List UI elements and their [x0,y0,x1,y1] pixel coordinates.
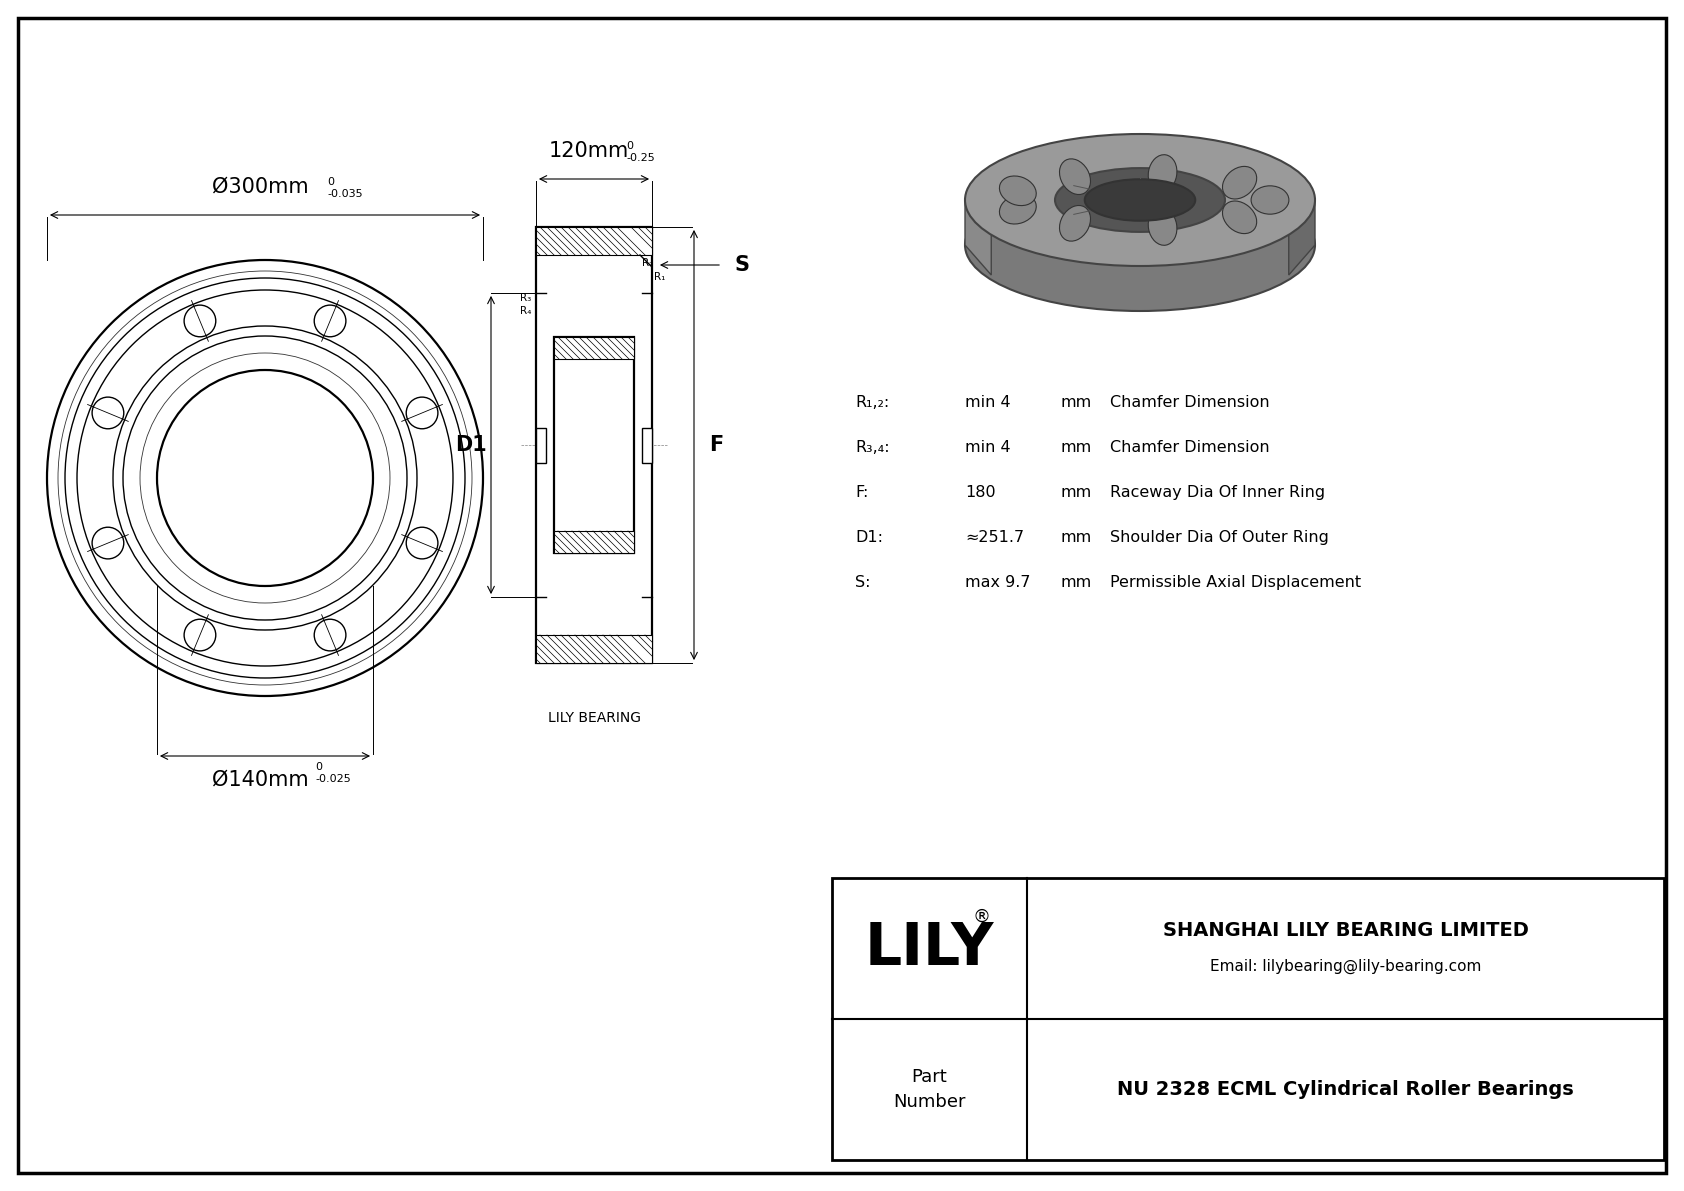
Text: F:: F: [855,485,869,500]
Text: Raceway Dia Of Inner Ring: Raceway Dia Of Inner Ring [1110,485,1325,500]
Bar [832,878,1664,1160]
Text: mm: mm [1059,575,1091,590]
Text: 0: 0 [626,141,633,151]
Text: Ø300mm: Ø300mm [212,177,308,197]
Ellipse shape [1223,167,1256,199]
Ellipse shape [1059,158,1091,194]
Text: F: F [709,435,722,455]
Text: -0.025: -0.025 [315,774,350,784]
Text: R₂: R₂ [642,258,653,268]
Ellipse shape [315,619,345,651]
Text: min 4: min 4 [965,395,1010,410]
Text: Chamfer Dimension: Chamfer Dimension [1110,439,1270,455]
Text: mm: mm [1059,395,1091,410]
Text: R₁,₂:: R₁,₂: [855,395,889,410]
Ellipse shape [965,179,1315,311]
Text: min 4: min 4 [965,439,1010,455]
Bar [554,337,633,358]
Ellipse shape [999,194,1036,224]
Ellipse shape [1251,186,1288,214]
Text: D1:: D1: [855,530,882,545]
Text: Part
Number: Part Number [893,1068,965,1111]
Text: NU 2328 ECML Cylindrical Roller Bearings: NU 2328 ECML Cylindrical Roller Bearings [1116,1080,1575,1099]
Text: Chamfer Dimension: Chamfer Dimension [1110,395,1270,410]
Text: Shoulder Dia Of Outer Ring: Shoulder Dia Of Outer Ring [1110,530,1329,545]
Bar [554,531,633,553]
Text: R₁: R₁ [653,272,665,282]
Bar [536,227,652,255]
Ellipse shape [965,135,1315,266]
Polygon shape [965,200,992,275]
Text: LILY: LILY [866,919,994,977]
Text: -0.25: -0.25 [626,152,655,163]
Text: Ø140mm: Ø140mm [212,771,308,790]
Ellipse shape [93,528,125,559]
Text: D1: D1 [455,435,487,455]
Text: 180: 180 [965,485,995,500]
Text: 0: 0 [327,177,333,187]
Ellipse shape [1059,206,1091,241]
Text: SHANGHAI LILY BEARING LIMITED: SHANGHAI LILY BEARING LIMITED [1162,921,1529,940]
Text: mm: mm [1059,530,1091,545]
Bar [536,428,546,463]
Text: S: S [734,255,749,275]
Text: R₄: R₄ [520,306,530,316]
Text: ®: ® [972,908,990,925]
Ellipse shape [315,305,345,337]
Bar [536,635,652,663]
Ellipse shape [1054,168,1224,232]
Text: ≈251.7: ≈251.7 [965,530,1024,545]
Text: max 9.7: max 9.7 [965,575,1031,590]
Text: S:: S: [855,575,871,590]
Bar [642,428,652,463]
Text: R₃: R₃ [520,293,530,303]
Text: Permissible Axial Displacement: Permissible Axial Displacement [1110,575,1361,590]
Text: 120mm: 120mm [549,141,630,161]
Text: mm: mm [1059,439,1091,455]
Ellipse shape [184,619,216,651]
Bar [554,337,633,553]
Ellipse shape [406,397,438,429]
Polygon shape [1288,200,1315,275]
Ellipse shape [1148,207,1177,245]
Bar [536,227,652,663]
Text: mm: mm [1059,485,1091,500]
Ellipse shape [406,528,438,559]
Text: R₃,₄:: R₃,₄: [855,439,889,455]
Ellipse shape [999,176,1036,206]
Text: LILY BEARING: LILY BEARING [547,711,640,725]
Text: -0.035: -0.035 [327,189,362,199]
Ellipse shape [93,397,125,429]
Ellipse shape [184,305,216,337]
Ellipse shape [1148,155,1177,192]
Text: 0: 0 [315,762,322,772]
Ellipse shape [1223,201,1256,233]
Text: Email: lilybearing@lily-bearing.com: Email: lilybearing@lily-bearing.com [1209,959,1482,974]
Ellipse shape [1084,180,1196,220]
